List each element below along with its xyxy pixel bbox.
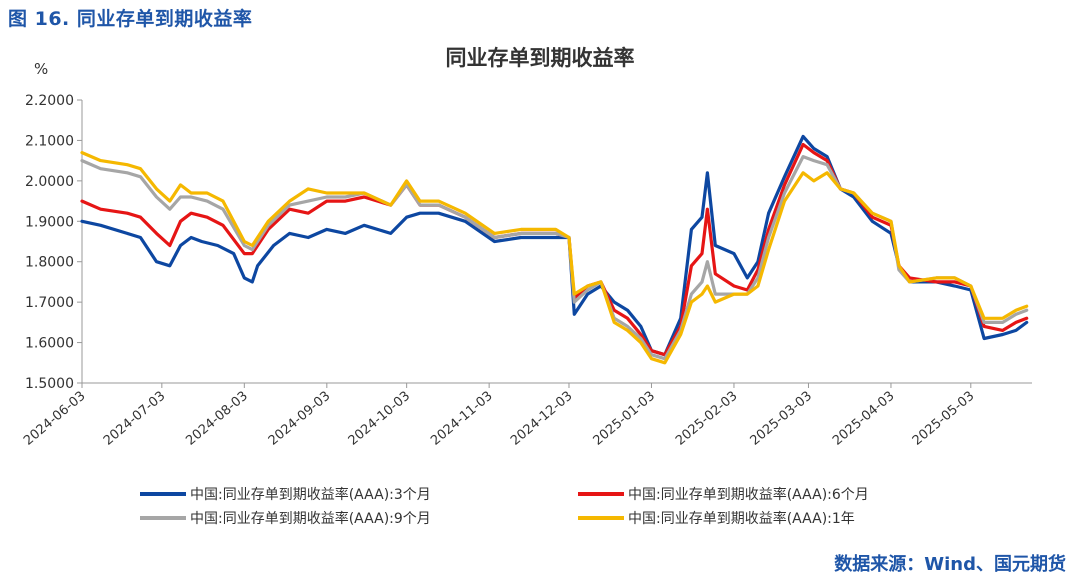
yield-line-chart: 1.5000 1.6000 1.7000 1.8000 1.9000 2.0000 2.10… — [21, 93, 1032, 449]
x-tick-label: 2024-08-03 — [183, 389, 251, 449]
figure-caption: 图 16. 同业存单到期收益率 — [8, 8, 253, 30]
series-line-1 — [80, 134, 1029, 357]
y-axis-unit: % — [34, 60, 49, 78]
legend-item: 中国:同业存单到期收益率(AAA):9个月 — [140, 508, 431, 528]
data-source: 数据来源：Wind、国元期货 — [834, 554, 1066, 575]
legend-label: 中国:同业存单到期收益率(AAA):9个月 — [190, 511, 431, 527]
y-tick-label: 1.6000 — [25, 336, 74, 352]
x-tick-label: 2025-02-03 — [673, 389, 741, 449]
legend-label: 中国:同业存单到期收益率(AAA):6个月 — [628, 487, 869, 503]
x-tick-label: 2024-06-03 — [21, 389, 89, 449]
series-line-4 — [80, 151, 1029, 365]
legend-swatch — [140, 516, 186, 520]
y-tick-label: 1.5000 — [25, 376, 74, 392]
legend-item: 中国:同业存单到期收益率(AAA):3个月 — [140, 484, 431, 504]
y-tick-label: 1.9000 — [25, 214, 74, 230]
x-tick-label: 2025-05-03 — [910, 389, 978, 449]
legend-label: 中国:同业存单到期收益率(AAA):1年 — [628, 511, 855, 527]
chart-legend: 中国:同业存单到期收益率(AAA):3个月 中国:同业存单到期收益率(AAA):6… — [0, 480, 1080, 530]
x-tick-label: 2025-04-03 — [830, 389, 898, 449]
x-tick-label: 2025-01-03 — [591, 389, 659, 449]
y-tick-label: 1.8000 — [25, 255, 74, 271]
legend-item: 中国:同业存单到期收益率(AAA):1年 — [578, 508, 855, 528]
x-tick-label: 2025-03-03 — [748, 389, 816, 449]
legend-label: 中国:同业存单到期收益率(AAA):3个月 — [190, 487, 431, 503]
series-line-3 — [80, 155, 1029, 361]
chart-title: 同业存单到期收益率 — [445, 46, 635, 70]
x-tick-label: 2024-12-03 — [508, 389, 576, 449]
y-tick-label: 1.7000 — [25, 295, 74, 311]
x-tick-label: 2024-09-03 — [266, 389, 334, 449]
x-tick-label: 2024-11-03 — [428, 389, 496, 449]
x-tick-label: 2024-10-03 — [346, 389, 414, 449]
y-tick-label: 2.1000 — [25, 133, 74, 149]
legend-swatch — [578, 492, 624, 496]
y-tick-label: 2.0000 — [25, 174, 74, 190]
legend-item: 中国:同业存单到期收益率(AAA):6个月 — [578, 484, 869, 504]
legend-swatch — [578, 516, 624, 520]
legend-swatch — [140, 492, 186, 496]
x-tick-label: 2024-07-03 — [101, 389, 169, 449]
y-tick-label: 2.2000 — [25, 93, 74, 109]
